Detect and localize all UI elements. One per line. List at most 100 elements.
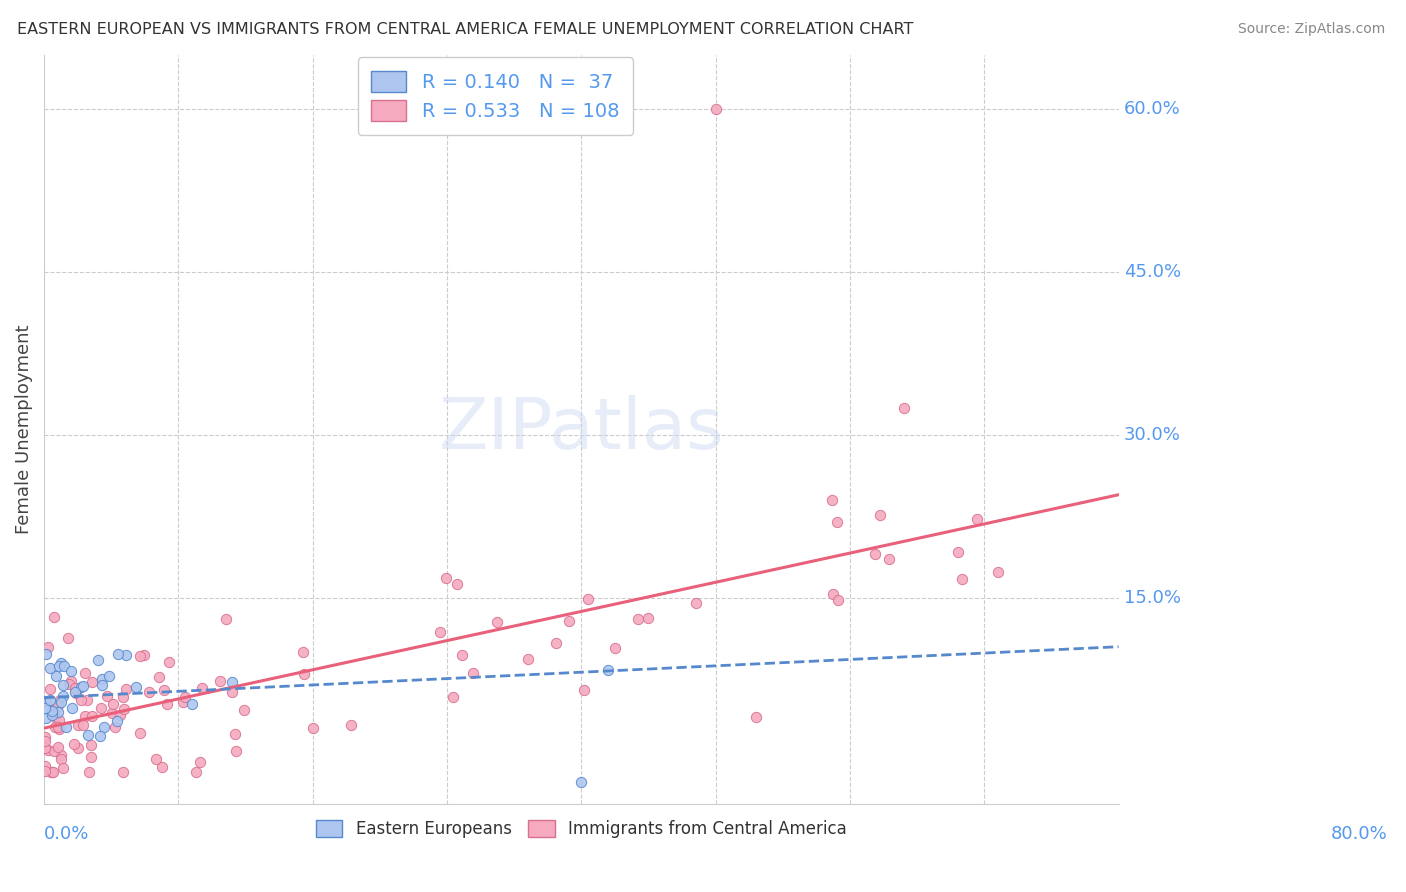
Text: Source: ZipAtlas.com: Source: ZipAtlas.com — [1237, 22, 1385, 37]
Point — [44, 709, 66, 723]
Point — [52, 761, 75, 775]
Point — [598, 664, 620, 678]
Point — [966, 512, 988, 526]
Point — [35, 694, 58, 708]
Point — [34, 731, 56, 745]
Point — [950, 572, 973, 586]
Point — [34, 740, 56, 755]
Point — [174, 690, 197, 704]
Point — [517, 652, 540, 666]
Point — [93, 719, 115, 733]
Text: 45.0%: 45.0% — [1123, 263, 1181, 281]
Point — [80, 750, 103, 764]
Point — [63, 684, 86, 698]
Point — [156, 698, 179, 712]
Point — [34, 733, 56, 747]
Text: 15.0%: 15.0% — [1123, 589, 1181, 607]
Point — [76, 692, 98, 706]
Point — [46, 739, 69, 754]
Point — [80, 674, 103, 689]
Point — [63, 737, 86, 751]
Point — [37, 640, 59, 654]
Point — [115, 682, 138, 697]
Point — [49, 693, 72, 707]
Y-axis label: Female Unemployment: Female Unemployment — [15, 325, 32, 534]
Point — [97, 669, 120, 683]
Point — [869, 508, 891, 523]
Point — [461, 665, 484, 680]
Point — [53, 659, 76, 673]
Point — [34, 700, 56, 714]
Point — [544, 635, 567, 649]
Point — [48, 723, 70, 737]
Point — [52, 689, 75, 703]
Point — [37, 743, 59, 757]
Point — [65, 681, 87, 696]
Point — [67, 718, 90, 732]
Point — [49, 748, 72, 763]
Point — [34, 764, 56, 779]
Point — [48, 713, 70, 727]
Point — [56, 631, 79, 645]
Point — [446, 577, 468, 591]
Point — [58, 677, 80, 691]
Point — [77, 728, 100, 742]
Point — [72, 679, 94, 693]
Point — [825, 515, 848, 529]
Point — [41, 708, 63, 723]
Point — [823, 587, 845, 601]
Point — [90, 700, 112, 714]
Point — [180, 697, 202, 711]
Point — [603, 640, 626, 655]
Point — [704, 103, 727, 117]
Point — [429, 624, 451, 639]
Point — [111, 690, 134, 705]
Point — [52, 678, 75, 692]
Point — [627, 612, 650, 626]
Point — [441, 690, 464, 704]
Point — [125, 680, 148, 694]
Point — [101, 706, 124, 720]
Point — [91, 672, 114, 686]
Point — [107, 647, 129, 661]
Point — [49, 656, 72, 670]
Point — [225, 743, 247, 757]
Point — [893, 401, 915, 415]
Point — [821, 493, 844, 508]
Point — [209, 674, 232, 689]
Point — [42, 743, 65, 757]
Point — [45, 700, 67, 714]
Point — [224, 727, 246, 741]
Point — [69, 680, 91, 694]
Point — [301, 721, 323, 735]
Point — [877, 552, 900, 566]
Text: 60.0%: 60.0% — [1123, 101, 1181, 119]
Point — [73, 666, 96, 681]
Point — [45, 668, 67, 682]
Point — [105, 714, 128, 728]
Point — [569, 775, 592, 789]
Point — [35, 711, 58, 725]
Point — [184, 764, 207, 779]
Point — [41, 764, 63, 779]
Point — [221, 675, 243, 690]
Point — [55, 720, 77, 734]
Point — [103, 697, 125, 711]
Point — [60, 665, 83, 679]
Point — [112, 764, 135, 779]
Point — [39, 661, 62, 675]
Point — [232, 703, 254, 717]
Point — [70, 692, 93, 706]
Point — [745, 710, 768, 724]
Point — [38, 681, 60, 696]
Point — [863, 548, 886, 562]
Point — [112, 702, 135, 716]
Point — [294, 667, 316, 681]
Point — [987, 565, 1010, 579]
Point — [221, 684, 243, 698]
Point — [291, 645, 314, 659]
Point — [486, 615, 509, 629]
Text: ZIPatlas: ZIPatlas — [439, 395, 724, 464]
Point — [132, 648, 155, 663]
Point — [129, 649, 152, 664]
